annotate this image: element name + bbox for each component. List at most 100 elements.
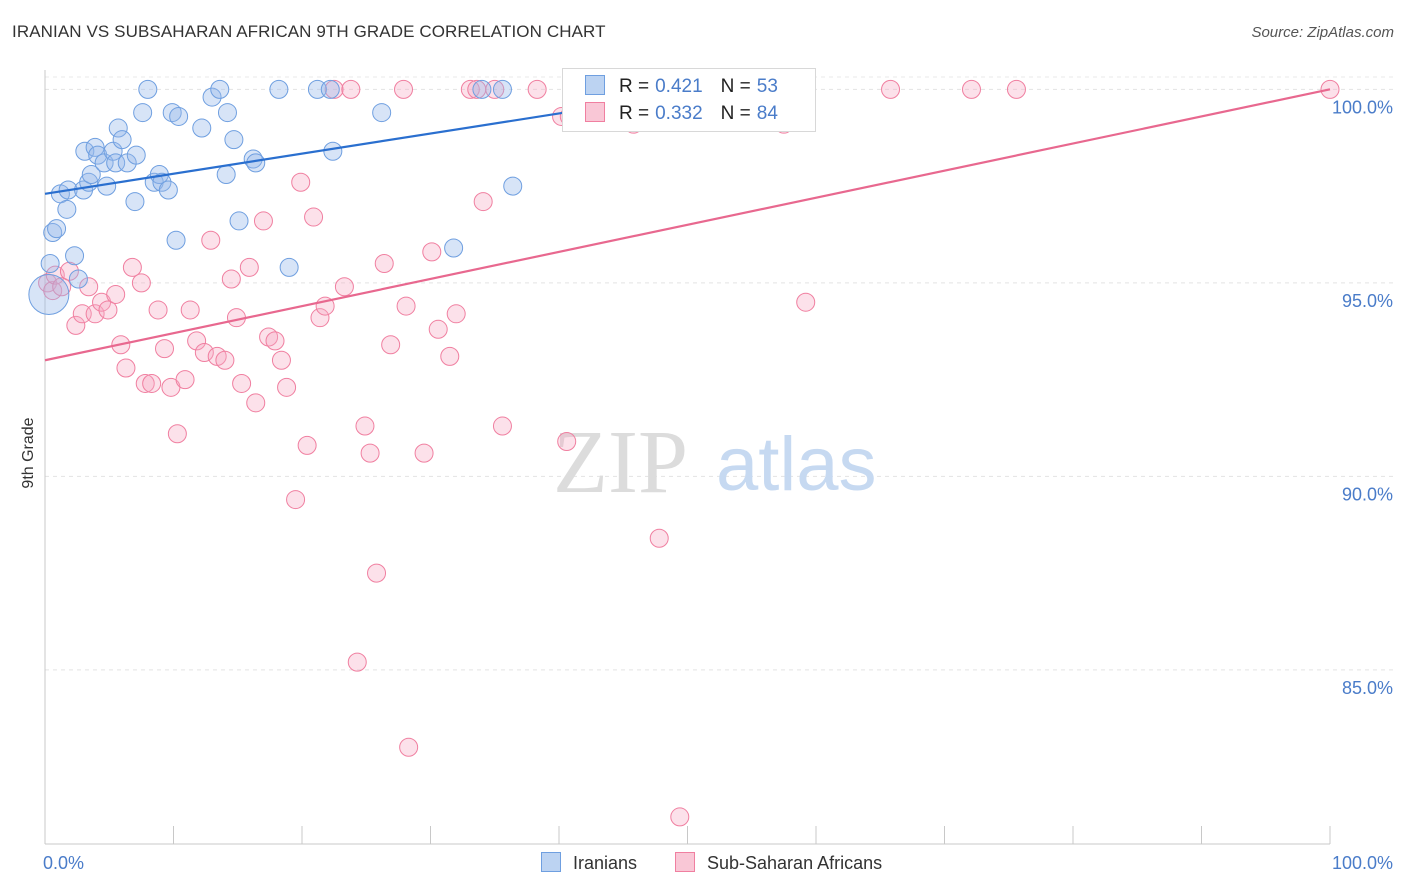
axes <box>44 70 1331 845</box>
sub-saharan-point-36 <box>265 331 285 351</box>
iranians-point-39 <box>229 211 249 231</box>
iranians-point-13 <box>85 137 105 157</box>
x-tick-label-max: 100.0% <box>1332 853 1393 873</box>
sub-saharan-point-25 <box>194 343 214 363</box>
legend-n-label: N = <box>720 76 751 97</box>
iranians-point-38 <box>224 130 244 150</box>
iranians-point-48 <box>444 238 464 258</box>
sub-saharan-point-23 <box>180 300 200 320</box>
watermark-atlas: atlas <box>716 422 877 507</box>
sub-saharan-point-11 <box>106 284 126 304</box>
sub-saharan-point-43 <box>310 308 330 328</box>
sub-saharan-point-14 <box>122 257 142 277</box>
sub-saharan-point-60 <box>440 346 460 366</box>
legend-n-value: 53 <box>756 76 778 97</box>
iranians-point-29 <box>158 180 178 200</box>
iranians-point-12 <box>81 164 101 184</box>
sub-saharan-point-66 <box>492 416 512 436</box>
series-legend: Iranians Sub-Saharan Africans <box>0 852 1406 876</box>
sub-saharan-point-55 <box>396 296 416 316</box>
sub-saharan-point-69 <box>557 432 577 452</box>
iranians-point-35 <box>210 79 230 99</box>
sub-saharan-point-82 <box>1006 79 1026 99</box>
iranians-point-28 <box>152 172 172 192</box>
sub-saharan-point-29 <box>221 269 241 289</box>
sub-saharan-point-52 <box>374 254 394 273</box>
iranians-point-31 <box>169 106 189 126</box>
iranians-point-34 <box>202 87 222 107</box>
legend-swatch-iranians <box>541 852 561 872</box>
iranians-point-47 <box>372 103 392 123</box>
iranians-point-2 <box>43 223 63 243</box>
sub-saharan-point-10 <box>98 300 118 320</box>
sub-saharan-point-19 <box>155 339 175 359</box>
stats-legend: R = 0.421 N = 53 R = 0.332 N = 84 <box>562 68 816 132</box>
legend-label-iranians: Iranians <box>573 853 638 873</box>
sub-saharan-point-74 <box>670 807 690 827</box>
legend-row-iranians: R = 0.421 N = 53 <box>585 75 778 99</box>
chart-title: IRANIAN VS SUBSAHARAN AFRICAN 9TH GRADE … <box>12 22 606 41</box>
sub-saharan-point-61 <box>446 304 466 324</box>
y-tick-label-2: 95.0% <box>1342 291 1393 311</box>
sub-saharan-point-22 <box>175 370 195 390</box>
iranians-point-22 <box>125 192 145 212</box>
sub-saharan-point-17 <box>142 373 162 393</box>
sub-saharan-point-79 <box>796 292 816 312</box>
legend-r-value: 0.421 <box>655 76 703 97</box>
sub-saharan-point-80 <box>881 79 901 99</box>
watermark-zip: ZIP <box>553 413 688 512</box>
iranians-point-23 <box>126 145 146 165</box>
iranians-point-10 <box>75 141 95 161</box>
sub-saharan-point-37 <box>271 350 291 370</box>
iranians-point-43 <box>279 257 299 277</box>
iranians-point-32 <box>166 230 186 250</box>
y-axis-label: 9th Grade <box>20 417 37 488</box>
iranians-point-50 <box>492 79 512 99</box>
source-credit: Source: ZipAtlas.com <box>1251 24 1394 41</box>
iranians-point-42 <box>269 79 289 99</box>
sub-saharan-point-16 <box>135 373 155 393</box>
legend-label-sub-saharan: Sub-Saharan Africans <box>707 853 883 873</box>
iranians-point-5 <box>57 199 77 219</box>
sub-saharan-point-73 <box>649 528 669 548</box>
sub-saharan-point-53 <box>381 335 401 355</box>
series-sub-saharan-points <box>38 79 1340 827</box>
x-tick-labels: 0.0% 100.0% <box>43 853 1393 873</box>
iranians-point-14 <box>88 145 108 165</box>
sub-saharan-point-49 <box>355 416 375 436</box>
sub-saharan-point-47 <box>341 79 361 99</box>
y-tick-label-0: 85.0% <box>1342 678 1393 698</box>
sub-saharan-point-24 <box>187 331 207 351</box>
legend-swatch-sub-saharan <box>675 852 695 872</box>
sub-saharan-point-41 <box>297 435 317 455</box>
y-tick-labels: 85.0% 90.0% 95.0% 100.0% <box>1332 97 1393 698</box>
sub-saharan-point-54 <box>394 79 414 99</box>
legend-item-sub-saharan[interactable]: Sub-Saharan Africans <box>675 852 882 874</box>
y-tick-label-3: 100.0% <box>1332 97 1393 117</box>
iranians-point-19 <box>108 118 128 138</box>
sub-saharan-point-32 <box>239 257 259 277</box>
iranians-point-51 <box>503 176 523 196</box>
sub-saharan-point-48 <box>347 652 367 672</box>
iranians-point-24 <box>133 103 153 123</box>
sub-saharan-point-18 <box>148 300 168 320</box>
sub-saharan-point-81 <box>961 79 981 99</box>
sub-saharan-point-3 <box>52 277 72 297</box>
sub-saharan-trend-line <box>44 88 1331 362</box>
iranians-point-25 <box>138 79 158 99</box>
y-tick-label-1: 90.0% <box>1342 484 1393 504</box>
iranians-point-45 <box>320 79 340 99</box>
sub-saharan-point-34 <box>253 211 273 231</box>
sub-saharan-point-33 <box>246 393 266 413</box>
sub-saharan-point-67 <box>527 79 547 99</box>
iranians-point-3 <box>47 219 67 239</box>
sub-saharan-point-15 <box>131 273 151 293</box>
sub-saharan-point-50 <box>360 443 380 463</box>
legend-item-iranians[interactable]: Iranians <box>541 852 637 874</box>
watermark: ZIP atlas <box>553 413 877 512</box>
legend-n-value: 84 <box>756 103 778 124</box>
iranians-point-7 <box>68 269 88 289</box>
legend-swatch-iranians <box>585 75 605 95</box>
sub-saharan-point-8 <box>85 304 105 324</box>
iranians-point-49 <box>472 79 492 99</box>
